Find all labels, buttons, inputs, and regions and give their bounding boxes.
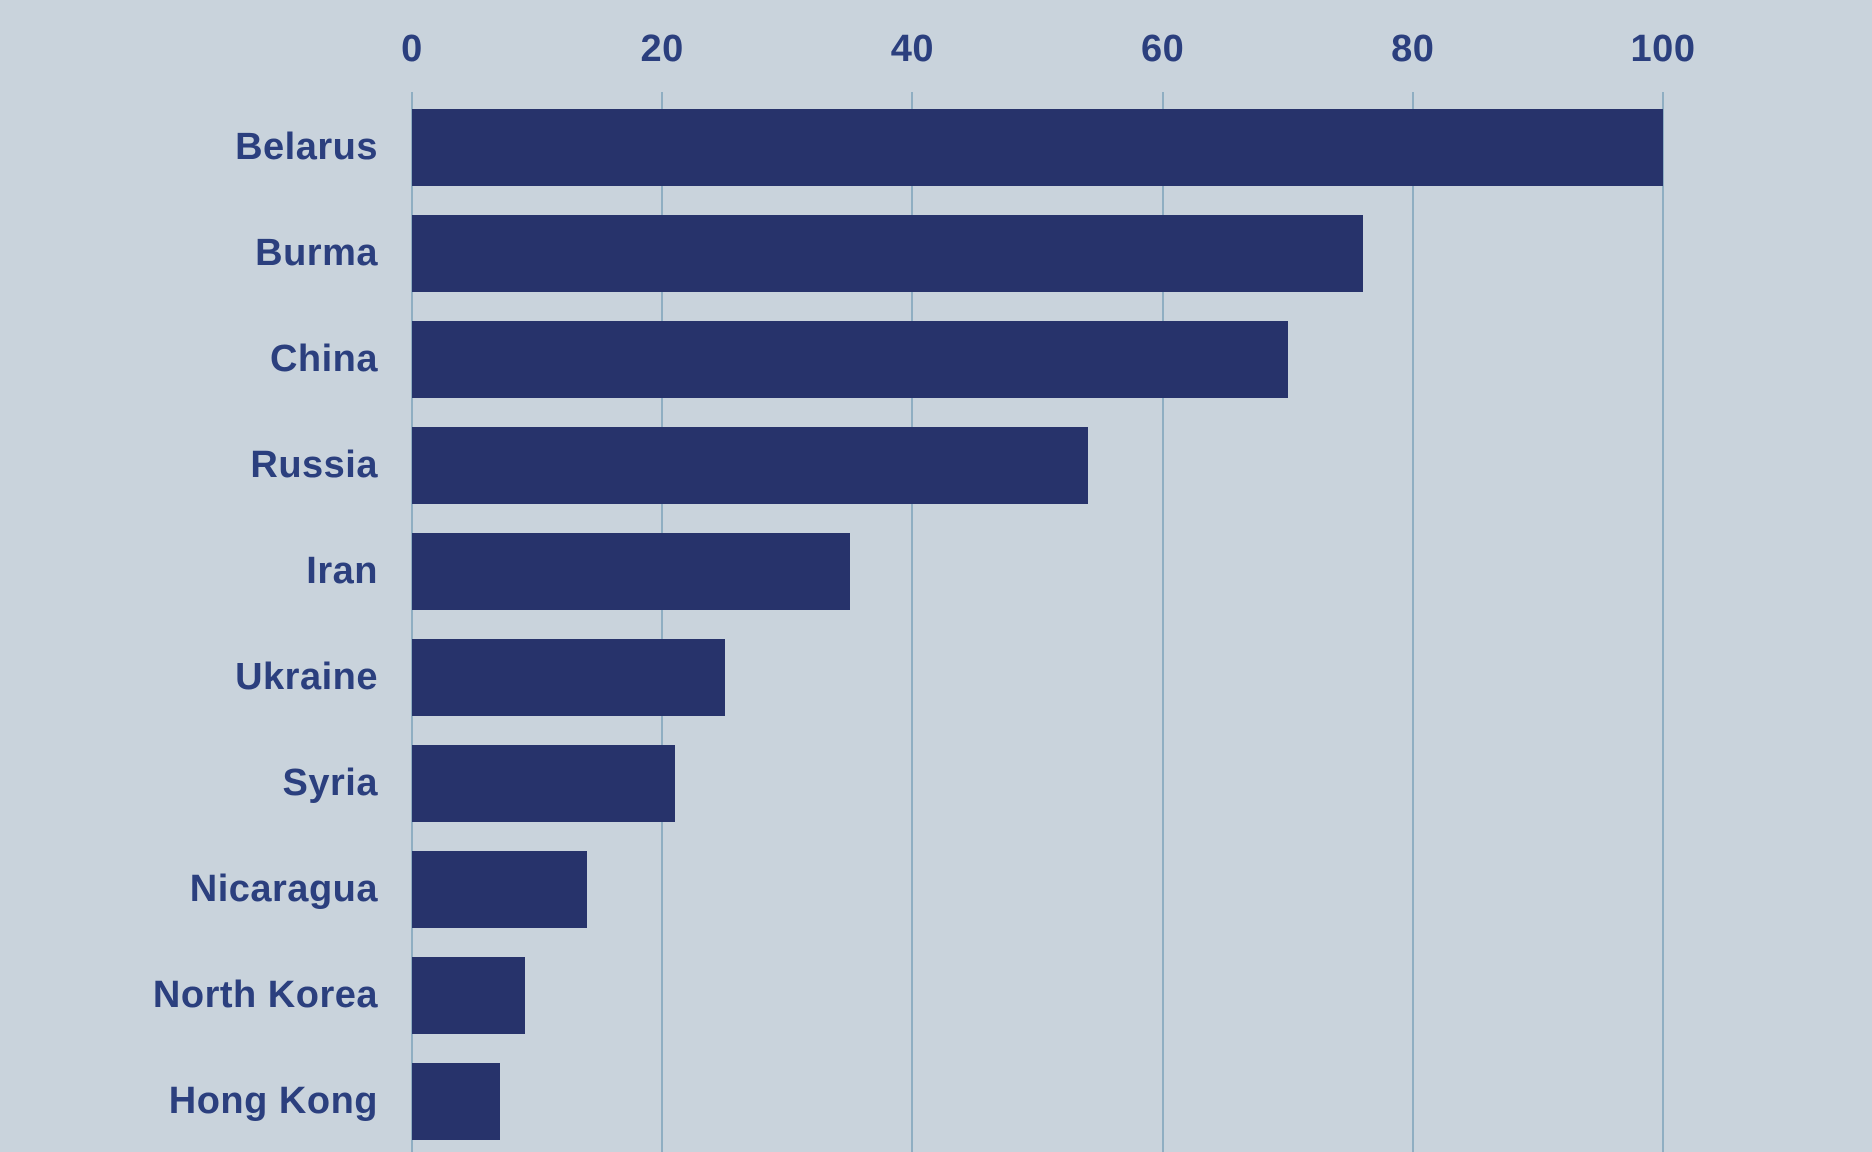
- bar-burma: [412, 215, 1363, 292]
- category-label-burma: Burma: [255, 232, 378, 274]
- gridline-80: [1411, 92, 1414, 1152]
- category-label-syria: Syria: [282, 762, 378, 804]
- bar-belarus: [412, 109, 1663, 186]
- bar-hong-kong: [412, 1063, 500, 1140]
- x-tick-label-100: 100: [1630, 28, 1696, 70]
- category-label-nicaragua: Nicaragua: [189, 868, 378, 910]
- gridline-60: [1161, 92, 1164, 1152]
- category-label-ukraine: Ukraine: [235, 656, 378, 698]
- category-label-iran: Iran: [306, 550, 378, 592]
- category-label-russia: Russia: [250, 444, 378, 486]
- x-tick-label-80: 80: [1391, 28, 1435, 70]
- bar-syria: [412, 745, 675, 822]
- bar-china: [412, 321, 1288, 398]
- category-label-hong-kong: Hong Kong: [168, 1080, 378, 1122]
- bar-nicaragua: [412, 851, 587, 928]
- category-label-belarus: Belarus: [235, 126, 378, 168]
- gridline-40: [911, 92, 914, 1152]
- bar-iran: [412, 533, 850, 610]
- category-label-north-korea: North Korea: [152, 974, 378, 1016]
- category-label-china: China: [269, 338, 378, 380]
- bar-north-korea: [412, 957, 525, 1034]
- x-tick-label-40: 40: [890, 28, 935, 70]
- bar-russia: [412, 427, 1088, 504]
- x-tick-label-60: 60: [1140, 28, 1185, 70]
- gridline-100: [1662, 92, 1664, 1152]
- x-tick-label-0: 0: [401, 28, 423, 70]
- bar-ukraine: [412, 639, 725, 716]
- gridline-20: [661, 92, 664, 1152]
- gridline-0: [411, 92, 413, 1152]
- x-tick-label-20: 20: [640, 28, 684, 70]
